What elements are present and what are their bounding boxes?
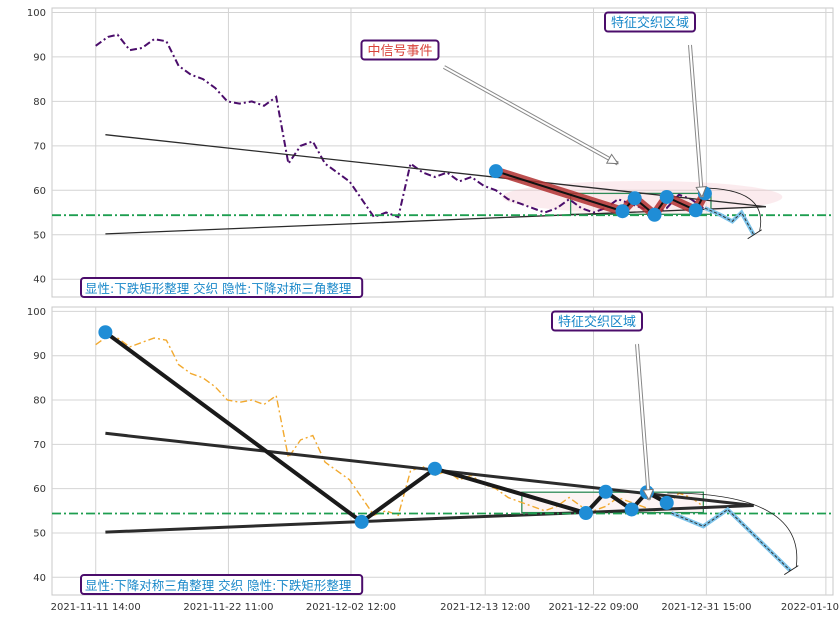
annotation-text: 特征交织区域 bbox=[558, 314, 636, 330]
y-tick-label: 40 bbox=[33, 573, 46, 584]
y-tick-label: 60 bbox=[33, 484, 46, 495]
y-tick-label: 80 bbox=[33, 97, 46, 108]
pattern-label-box bbox=[80, 574, 364, 595]
projection-path bbox=[671, 508, 791, 571]
x-tick-label: 2021-12-13 12:00 bbox=[440, 602, 530, 613]
signal-marker bbox=[627, 191, 642, 206]
y-tick-label: 90 bbox=[33, 351, 46, 362]
price-line bbox=[95, 335, 704, 517]
projection-path bbox=[704, 207, 755, 236]
y-tick-label: 100 bbox=[27, 307, 46, 318]
signal-marker bbox=[659, 189, 674, 204]
y-tick-label: 80 bbox=[33, 396, 46, 407]
y-tick-label: 60 bbox=[33, 186, 46, 197]
annotation-text: 中信号事件 bbox=[367, 44, 432, 59]
annotation-arrow-inner bbox=[689, 44, 703, 198]
pattern-label-box bbox=[80, 277, 364, 298]
annotation-box bbox=[551, 310, 643, 332]
annotation-box bbox=[360, 39, 440, 61]
triangle-lower-line bbox=[105, 504, 754, 534]
pattern-label-text: 显性:下降对称三角整理 交织 隐性:下跌矩形整理 bbox=[85, 578, 352, 593]
x-tick-label: 2021-11-11 14:00 bbox=[51, 602, 141, 613]
price-line bbox=[95, 33, 704, 219]
projection-arc bbox=[700, 187, 762, 231]
projection-arc bbox=[667, 492, 798, 567]
signal-marker bbox=[647, 207, 662, 222]
y-tick-label: 90 bbox=[33, 52, 46, 63]
x-tick-label: 2021-12-31 15:00 bbox=[661, 602, 751, 613]
annotation-box bbox=[604, 11, 696, 33]
pattern-label-text: 显性:下跌矩形整理 交织 隐性:下降对称三角整理 bbox=[85, 281, 352, 296]
signal-marker bbox=[624, 502, 639, 517]
signal-marker bbox=[688, 203, 703, 218]
x-tick-label: 2021-12-02 12:00 bbox=[306, 602, 396, 613]
projection-end-tick bbox=[747, 229, 762, 240]
signal-marker bbox=[578, 506, 593, 521]
annotation-text: 特征交织区域 bbox=[611, 15, 689, 31]
y-tick-label: 50 bbox=[33, 528, 46, 539]
annotation-arrow-inner bbox=[636, 343, 650, 500]
x-tick-label: 2022-01-10 10:00 bbox=[781, 602, 839, 613]
annotation-arrowhead bbox=[605, 153, 619, 165]
annotation-arrow-inner bbox=[443, 66, 619, 165]
y-tick-label: 40 bbox=[33, 275, 46, 286]
y-tick-label: 100 bbox=[27, 8, 46, 19]
plot-frame bbox=[51, 306, 834, 596]
signal-marker bbox=[427, 461, 442, 476]
projection-end-tick bbox=[784, 565, 799, 576]
signal-marker bbox=[615, 204, 630, 219]
signal-marker bbox=[598, 484, 613, 499]
annotation-arrowhead bbox=[642, 488, 654, 501]
y-tick-label: 70 bbox=[33, 141, 46, 152]
signal-marker bbox=[659, 495, 674, 510]
x-tick-label: 2021-12-22 09:00 bbox=[548, 602, 638, 613]
plot-frame bbox=[51, 7, 834, 298]
x-tick-label: 2021-11-22 11:00 bbox=[183, 602, 273, 613]
triangle-upper-line bbox=[105, 134, 766, 208]
annotation-arrowhead bbox=[695, 186, 707, 199]
y-tick-label: 70 bbox=[33, 440, 46, 451]
signal-marker bbox=[354, 514, 369, 529]
y-tick-label: 50 bbox=[33, 230, 46, 241]
signal-marker bbox=[98, 325, 113, 340]
signal-marker bbox=[488, 164, 503, 179]
